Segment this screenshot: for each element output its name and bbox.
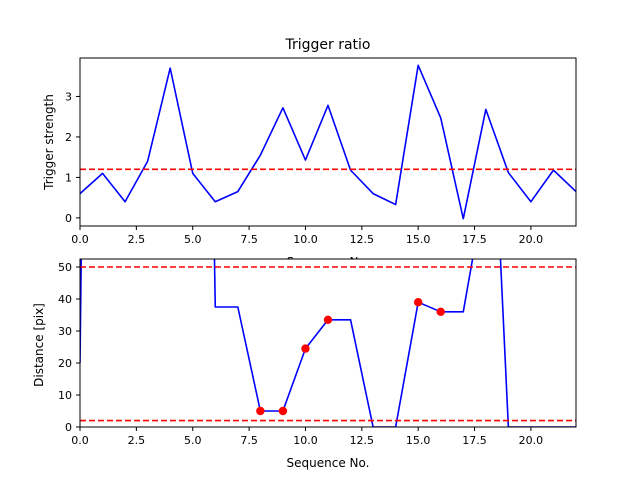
y-tick-label: 10 [58,389,72,402]
x-tick-label: 12.5 [350,233,375,246]
x-tick-label: 10.0 [293,233,318,246]
chart-title: Trigger ratio [284,37,370,53]
y-axis-label: Distance [pix] [32,303,46,387]
x-tick-label: 5.0 [184,434,202,447]
y-tick-label: 3 [65,90,72,103]
data-point-marker [256,406,265,416]
plot-background [80,259,576,427]
y-axis-label: Trigger strength [42,94,56,191]
y-tick-label: 40 [58,293,72,306]
data-point-marker [323,315,333,324]
y-tick-label: 2 [65,131,72,144]
x-tick-label: 0.0 [71,434,89,447]
data-point-marker [413,298,423,307]
x-tick-label: 20.0 [519,434,544,447]
data-point-marker [301,344,310,353]
series-line [80,64,576,220]
x-tick-label: 20.0 [519,233,544,246]
x-tick-label: 17.5 [462,233,487,246]
y-tick-label: 0 [65,421,72,434]
x-tick-label: 7.5 [240,434,258,447]
x-tick-label: 7.5 [240,233,258,246]
axes-frame [79,57,577,227]
x-tick-label: 17.5 [462,434,487,447]
x-tick-label: 15.0 [406,434,431,447]
plot-area: 0.0 2.5 5.0 7.5 10.0 12.5 15.0 17.5 20.0 0 1 2 3 [65,57,577,246]
plot-area: 0.0 2.5 5.0 7.5 10.0 12.5 15.0 17.5 20.0 0 10 20 30 4… [58,258,577,447]
y-tick-label: 20 [58,357,72,370]
x-tick-label: 12.5 [350,434,375,447]
x-axis-label: Sequence No. [287,456,370,470]
data-point-marker [278,406,288,416]
plot-content [80,64,576,220]
x-tick-label: 5.0 [184,233,202,246]
distance-chart: Distance [pix] Sequence No. 0.0 2.5 5.0 7.5… [32,258,577,470]
x-tick-label: 0.0 [71,233,89,246]
y-tick-label: 0 [65,212,72,225]
data-point-marker [436,307,445,316]
y-tick-label: 50 [58,261,72,274]
x-tick-label: 2.5 [128,434,146,447]
plot-content [80,259,576,427]
x-tick-label: 15.0 [406,233,431,246]
series-line [80,259,576,427]
y-tick-label: 30 [58,325,72,338]
y-tick-label: 1 [65,171,72,184]
x-tick-label: 10.0 [293,434,318,447]
axes-frame [79,258,577,428]
x-tick-label: 2.5 [128,233,146,246]
